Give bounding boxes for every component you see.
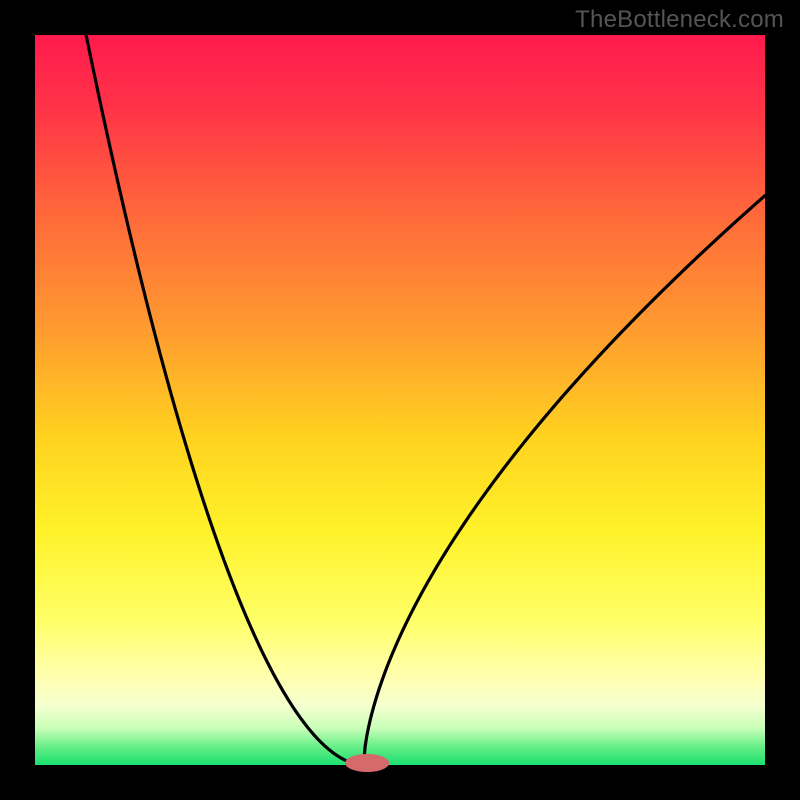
- bottleneck-chart-svg: [0, 0, 800, 800]
- plot-background: [35, 35, 765, 765]
- cusp-marker: [345, 754, 389, 772]
- chart-frame: TheBottleneck.com: [0, 0, 800, 800]
- watermark-text: TheBottleneck.com: [575, 6, 784, 34]
